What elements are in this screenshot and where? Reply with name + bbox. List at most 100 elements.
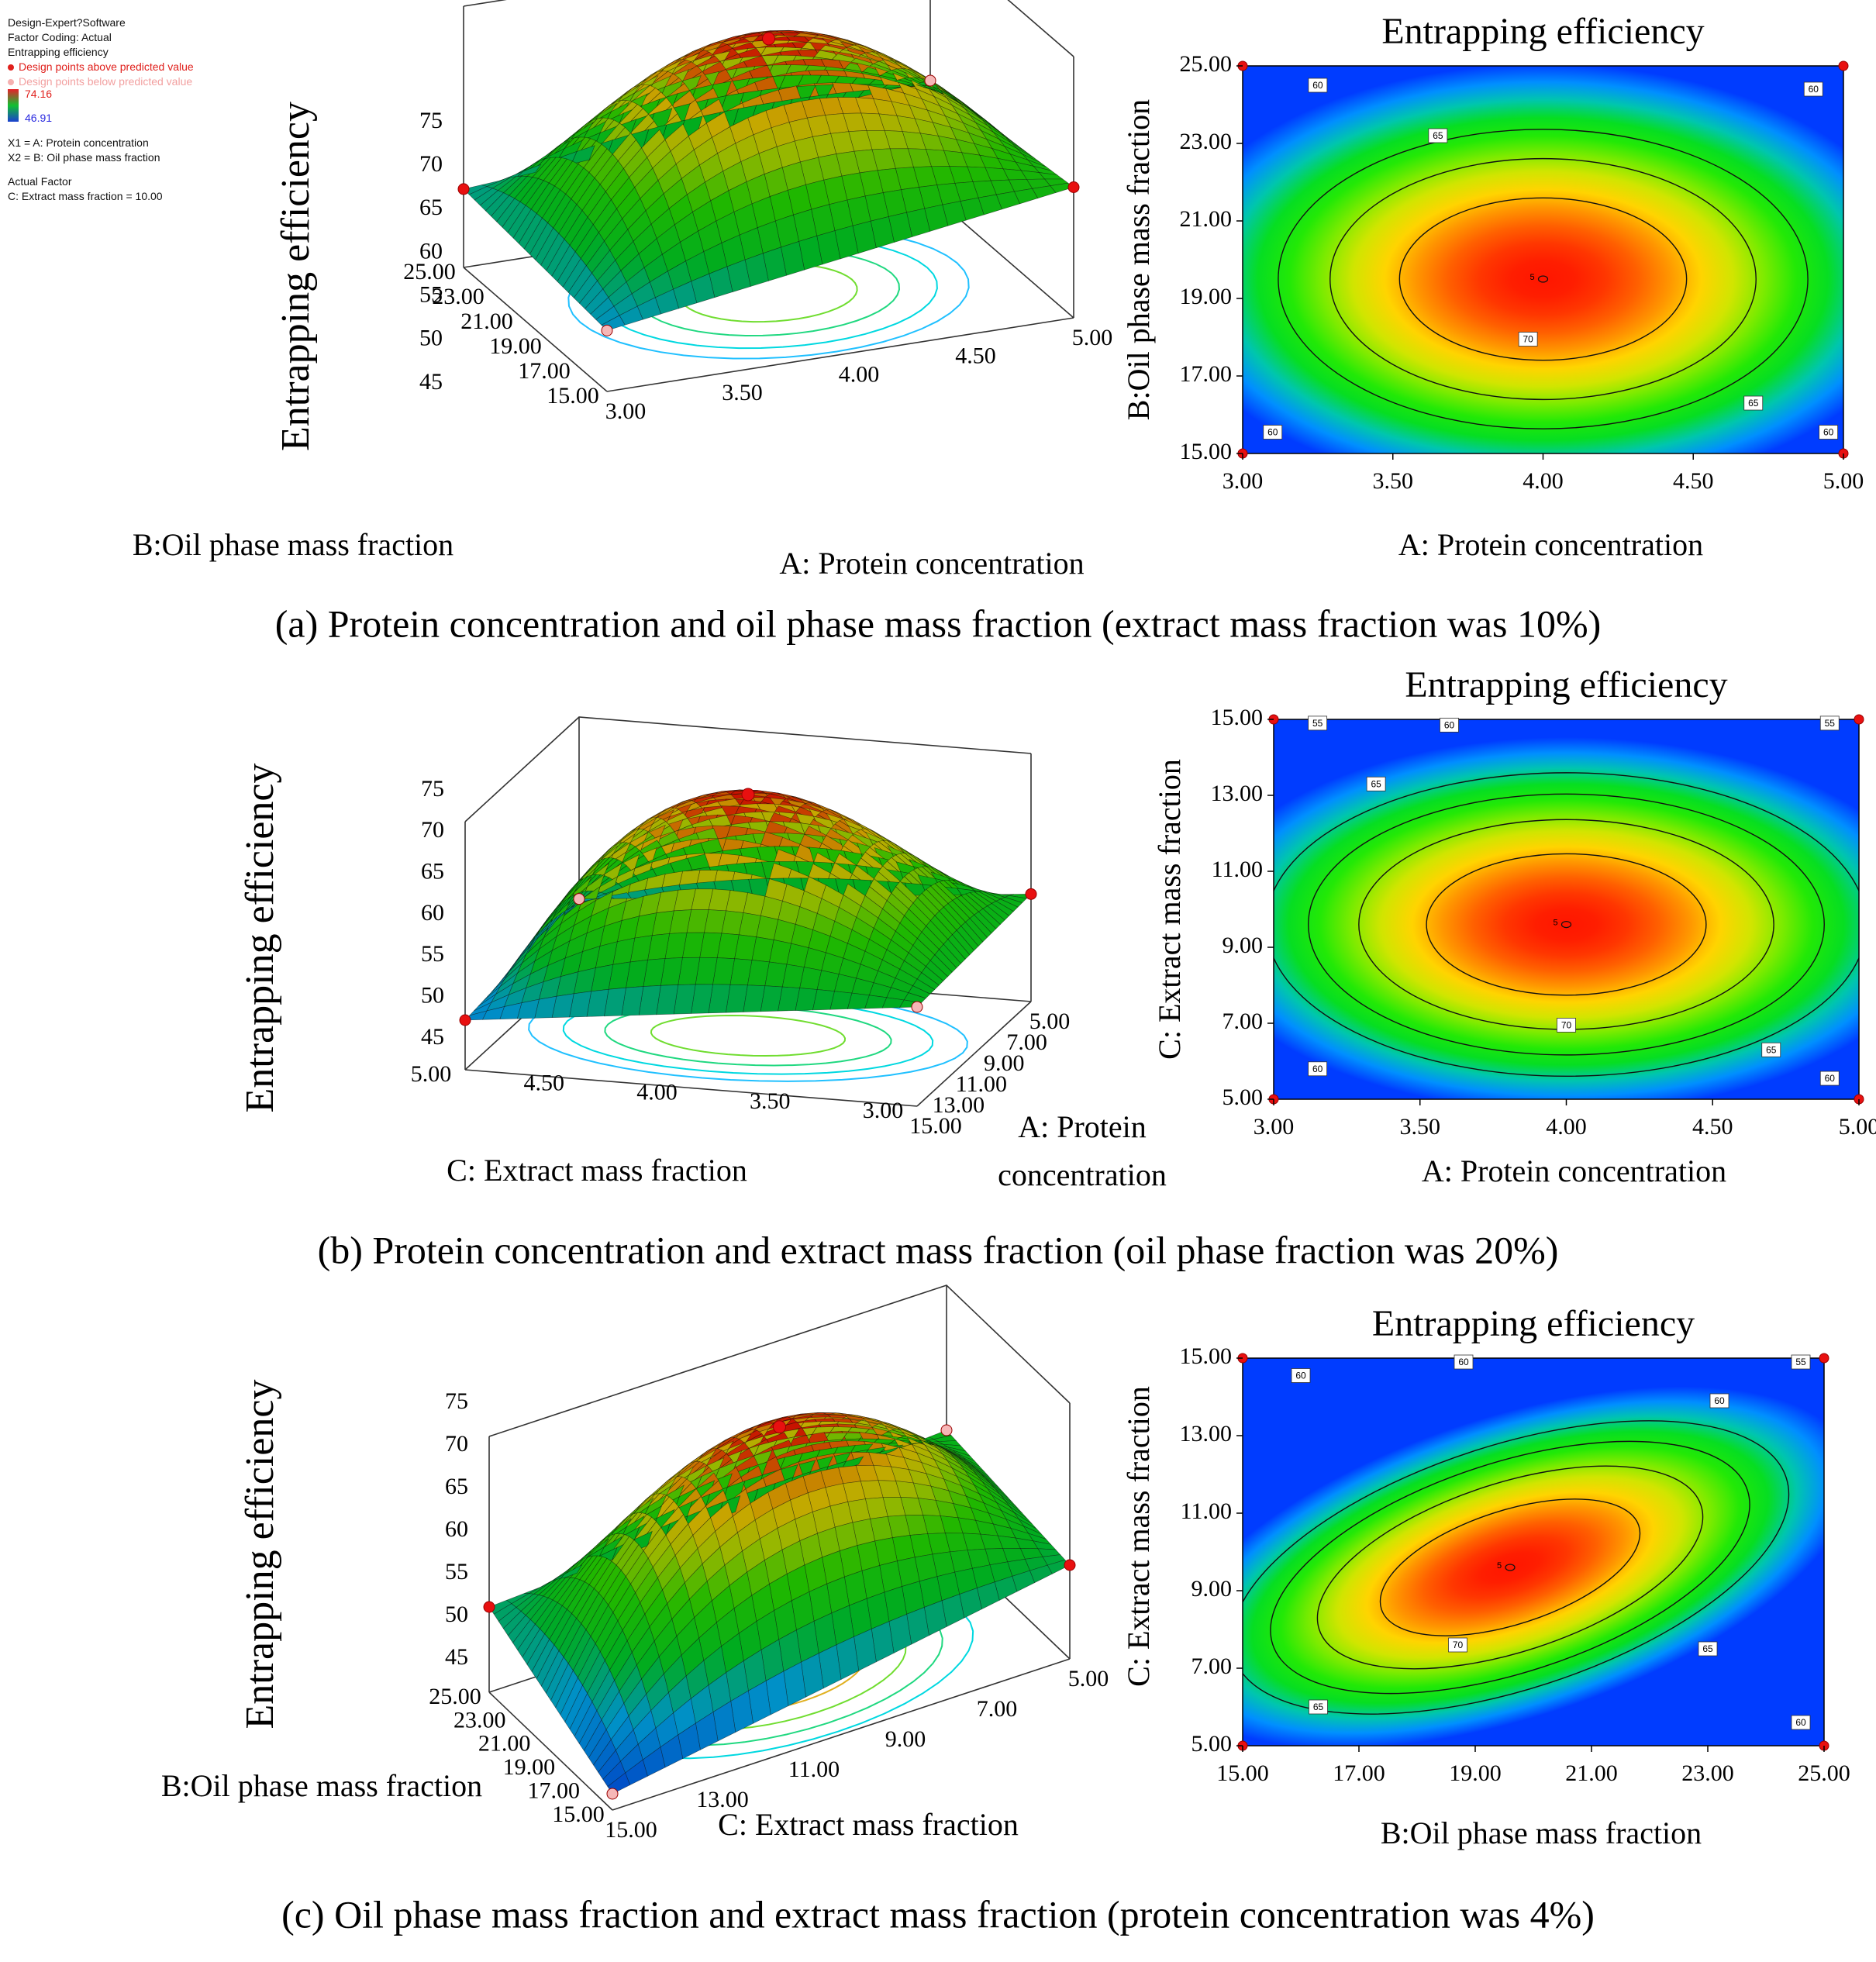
- x-tick-label: 4.50: [1673, 468, 1714, 494]
- level-label-box: [1819, 1071, 1840, 1086]
- z-tick-label: 55: [445, 1559, 468, 1584]
- base-edge-front: [488, 1691, 613, 1811]
- contour-title: Entrapping efficiency: [1381, 11, 1704, 52]
- design-point: [459, 1014, 471, 1026]
- design-point: [457, 183, 470, 195]
- contour-line-60: [1270, 1440, 1750, 1695]
- z-tick-label: 60: [419, 238, 443, 264]
- design-point-peak: [762, 32, 775, 46]
- x-axis-label: A: Protein concentration: [1398, 527, 1703, 562]
- contour-lines: [1274, 772, 1859, 1077]
- design-point: [1067, 181, 1080, 193]
- x-tick-label: 5.00: [1068, 1666, 1109, 1691]
- y-tick-label: 4.50: [524, 1071, 565, 1096]
- legend-above: Design points above predicted value: [19, 60, 194, 73]
- wall-top-edge: [463, 0, 1074, 57]
- y-tick-label: 9.00: [1191, 1576, 1233, 1602]
- z-tick-label: 50: [445, 1602, 468, 1627]
- design-point: [1025, 888, 1037, 900]
- x-tick-label: 7.00: [1006, 1029, 1047, 1055]
- design-point: [1838, 60, 1849, 71]
- y-tick-label: 25.00: [429, 1684, 481, 1709]
- legend-software: Design-Expert?Software: [8, 16, 126, 29]
- wall-top-edge: [488, 1284, 1071, 1437]
- x-tick-label: 3.00: [1223, 468, 1264, 494]
- z-tick-label: 55: [421, 941, 444, 967]
- x-tick-label: 3.00: [605, 398, 647, 424]
- level-label: 65: [1371, 778, 1381, 789]
- level-label-box: [1440, 717, 1459, 733]
- level-label: 55: [1795, 1357, 1806, 1367]
- level-label: 55: [1312, 718, 1323, 729]
- y-tick-label: 17.00: [1180, 361, 1233, 387]
- level-label-box: [1308, 1061, 1328, 1077]
- level-label: 60: [1825, 1073, 1836, 1084]
- x-tick-label: 11.00: [956, 1071, 1007, 1097]
- legend-max: 74.16: [25, 88, 53, 100]
- x-tick-label: 13.00: [696, 1787, 749, 1812]
- x-tick-label: 3.00: [1254, 1114, 1295, 1140]
- level-label: 65: [1313, 1702, 1324, 1712]
- x-tick-label: 5.00: [1029, 1009, 1071, 1034]
- x-tick-label: 21.00: [1565, 1760, 1618, 1786]
- wall-top-edge: [464, 716, 1032, 822]
- z-tick-label: 45: [421, 1024, 444, 1050]
- x-tick-label: 13.00: [933, 1092, 985, 1118]
- y-tick-label: 5.00: [1191, 1731, 1233, 1757]
- y-tick-label: 11.00: [1212, 857, 1263, 882]
- design-point: [606, 1788, 619, 1800]
- center-label: 5: [1497, 1561, 1502, 1571]
- x-axis-label: C: Extract mass fraction: [447, 1153, 747, 1188]
- z-tick-label: 45: [445, 1644, 468, 1670]
- y-tick-label: 11.00: [1181, 1498, 1232, 1524]
- level-label-box: [1366, 776, 1386, 791]
- level-label-box: [1698, 1641, 1718, 1657]
- y-tick-label: 21.00: [1180, 206, 1233, 232]
- contour-line-55: [1243, 1420, 1790, 1715]
- optimum-marker: [1505, 1564, 1516, 1571]
- contour-line-70: [1379, 1498, 1641, 1636]
- x-tick-label: 17.00: [1333, 1760, 1385, 1786]
- level-label-box: [1291, 1368, 1311, 1383]
- z-tick-label: 65: [445, 1474, 468, 1499]
- y-tick-label: 15.00: [1211, 705, 1264, 730]
- below-point-icon: [8, 79, 14, 86]
- panel-caption: (c) Oil phase mass fraction and extract …: [281, 1892, 1595, 1936]
- level-label: 60: [1312, 80, 1323, 91]
- base-edge-right: [916, 1001, 1032, 1107]
- center-label: 5: [1553, 919, 1557, 928]
- level-label-box: [1263, 425, 1283, 440]
- level-label: 60: [1823, 427, 1834, 438]
- x-tick-label: 19.00: [1449, 1760, 1502, 1786]
- legend-x2: X2 = B: Oil phase mass fraction: [8, 151, 160, 164]
- z-tick-label: 50: [421, 983, 444, 1009]
- z-tick-label: 45: [419, 369, 443, 395]
- design-point-peak: [773, 1420, 786, 1434]
- design-point: [911, 1001, 923, 1013]
- y-tick-label: 4.00: [636, 1079, 678, 1105]
- x-tick-label: 9.00: [885, 1726, 926, 1752]
- plot-frame: [1242, 1357, 1825, 1746]
- contour-plot-a: 5 60 60 65 60 60 65 70 3.00 3.50 4.00 4.50 5.00 15.00…: [1121, 11, 1864, 562]
- z-tick-label: 70: [419, 151, 443, 177]
- optimum-marker: [1537, 275, 1549, 283]
- contour-title: Entrapping efficiency: [1405, 664, 1727, 705]
- surface-plot-a: 75 70 65 60 55 50 45 Entrapping efficiency 25.00…: [133, 0, 1601, 645]
- y-tick-label: 23.00: [453, 1707, 506, 1733]
- surface-plot-c: 75 70 65 60 55 50 45 Entrapping efficiency 25.00…: [161, 1284, 1595, 1936]
- optimum-marker: [1560, 920, 1572, 929]
- z-axis-label: Entrapping efficiency: [238, 1380, 282, 1729]
- level-label-box: [1709, 1393, 1729, 1409]
- y-tick-label: 3.00: [863, 1098, 904, 1123]
- center-label: 5: [1529, 273, 1534, 282]
- level-label-box: [1819, 715, 1840, 731]
- design-point: [601, 324, 613, 336]
- y-tick-label: 19.00: [1180, 284, 1233, 309]
- y-tick-label: 9.00: [1223, 933, 1264, 958]
- y-tick-label: 15.00: [1180, 439, 1233, 464]
- x-tick-label: 3.50: [1400, 1114, 1441, 1140]
- x-tick-label: 11.00: [788, 1757, 840, 1782]
- x-tick-label: 4.50: [1692, 1114, 1733, 1140]
- level-label: 60: [1312, 1064, 1323, 1074]
- level-label: 60: [1295, 1371, 1306, 1381]
